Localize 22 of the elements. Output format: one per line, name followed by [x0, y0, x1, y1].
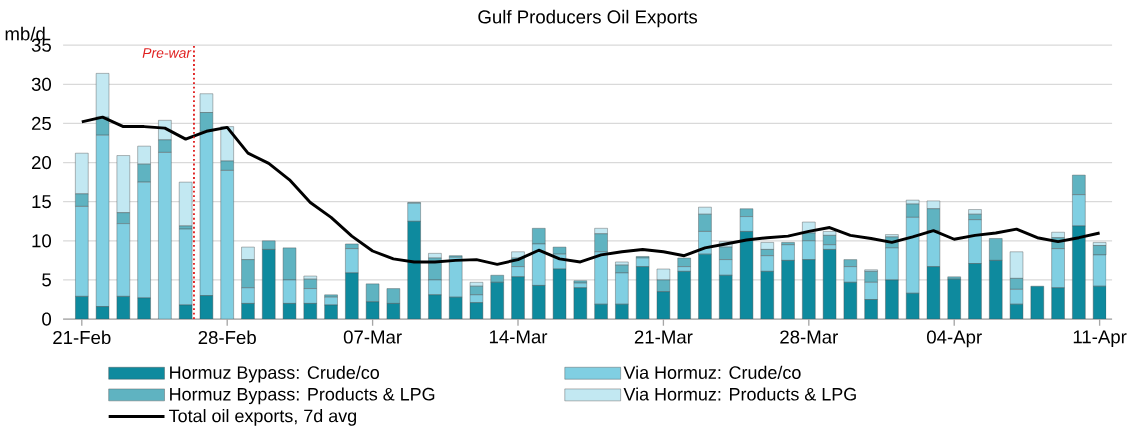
legend-label: Hormuz Bypass: Crude/co	[170, 365, 379, 383]
x-tick-label: 21-Mar	[634, 330, 693, 344]
x-tick-label: 21-Feb	[53, 330, 111, 345]
legend-label: Total oil exports, 7d avg	[169, 409, 356, 426]
annotation: Pre-war	[142, 48, 192, 59]
y-tick-label: 20	[31, 156, 52, 170]
y-tick-label: 30	[31, 77, 52, 92]
x-tick-label: 11-Apr	[1073, 330, 1127, 348]
x-tick-label: 07-Mar	[343, 330, 402, 344]
y-tick-label: 10	[32, 234, 52, 248]
legend-label: Via Hormuz: Products & LPG	[623, 387, 856, 401]
x-tick-label: 04-Apr	[927, 330, 982, 348]
y-tick-label: 25	[31, 116, 51, 131]
legend-label: Via Hormuz: Crude/co	[623, 365, 801, 380]
y-tick-label: 15	[32, 195, 51, 209]
x-tick-label: 28-Feb	[198, 330, 256, 345]
x-tick-label: 14-Mar	[489, 330, 548, 344]
chart-title: Gulf Producers Oil Exports	[478, 9, 698, 28]
legend-label: Hormuz Bypass: Products & LPG	[170, 387, 435, 405]
y-tick-label: 0	[42, 312, 52, 326]
y-tick-label: 5	[42, 273, 51, 287]
x-tick-label: 28-Mar	[780, 330, 838, 344]
